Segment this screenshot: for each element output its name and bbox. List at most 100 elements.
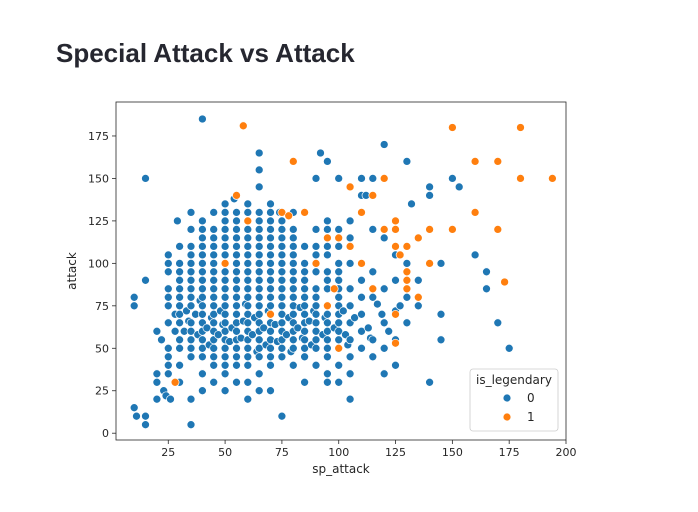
point-legendary-0-250 <box>277 225 287 234</box>
legend-label-1: 1 <box>527 410 535 424</box>
point-legendary-0-392 <box>402 318 412 328</box>
point-legendary-0-106 <box>209 208 219 217</box>
point-legendary-0-112 <box>220 360 230 370</box>
point-legendary-0-17 <box>163 292 173 302</box>
point-legendary-0-34 <box>175 309 184 319</box>
point-legendary-0-117 <box>220 318 230 328</box>
point-legendary-0-295 <box>311 343 321 353</box>
point-legendary-1-18 <box>357 259 366 268</box>
point-legendary-0-215 <box>266 326 275 336</box>
point-legendary-0-287 <box>300 259 309 268</box>
point-legendary-0-384 <box>391 360 400 370</box>
point-legendary-0-230 <box>266 199 275 209</box>
point-legendary-0-175 <box>243 233 253 243</box>
point-legendary-0-246 <box>277 259 287 268</box>
point-legendary-0-324 <box>323 216 332 226</box>
point-legendary-0-138 <box>232 343 241 353</box>
point-legendary-0-11 <box>152 394 162 404</box>
point-legendary-0-156 <box>232 377 241 387</box>
point-legendary-1-13 <box>329 284 339 294</box>
point-legendary-0-27 <box>170 326 180 336</box>
point-legendary-1-47 <box>548 174 557 183</box>
point-legendary-0-335 <box>334 292 344 302</box>
point-legendary-0-302 <box>311 284 321 294</box>
point-legendary-0-146 <box>232 275 241 285</box>
point-legendary-0-236 <box>277 343 287 353</box>
point-legendary-0-59 <box>186 225 196 234</box>
point-legendary-0-327 <box>323 377 332 387</box>
y-axis: 0 25 50 75 100 125 150 175 <box>88 130 116 440</box>
point-legendary-0-273 <box>293 323 303 333</box>
point-legendary-0-404 <box>436 259 446 268</box>
legend: is_legendary 0 1 <box>469 368 559 432</box>
point-legendary-0-227 <box>266 225 275 234</box>
point-legendary-0-49 <box>186 326 196 336</box>
legend-marker-1 <box>502 412 512 422</box>
point-legendary-1-36 <box>425 259 434 268</box>
point-legendary-1-23 <box>379 225 389 234</box>
x-tick-label-25: 25 <box>161 446 175 459</box>
point-legendary-0-305 <box>311 250 321 260</box>
y-tick-label-0: 0 <box>102 427 109 440</box>
point-legendary-0-403 <box>436 309 446 319</box>
point-legendary-0-212 <box>266 352 275 362</box>
point-legendary-0-378 <box>379 369 389 379</box>
point-legendary-0-271 <box>288 225 298 234</box>
point-legendary-0-241 <box>277 301 287 311</box>
point-legendary-0-322 <box>323 242 332 251</box>
point-legendary-0-127 <box>220 233 230 243</box>
point-legendary-0-185 <box>254 148 264 158</box>
point-legendary-0-107 <box>209 377 219 387</box>
point-legendary-0-20 <box>163 259 173 268</box>
point-legendary-0-21 <box>163 250 173 260</box>
point-legendary-0-331 <box>334 326 344 336</box>
point-legendary-0-119 <box>220 301 230 311</box>
point-legendary-0-256 <box>288 360 298 370</box>
point-legendary-0-179 <box>243 199 253 209</box>
point-legendary-0-281 <box>300 309 309 319</box>
point-legendary-0-67 <box>198 352 207 362</box>
point-legendary-1-2 <box>232 191 241 200</box>
point-legendary-0-396 <box>413 301 423 311</box>
legend-title: is_legendary <box>476 373 552 387</box>
point-legendary-0-142 <box>232 309 241 319</box>
point-legendary-0-406 <box>454 182 464 192</box>
point-legendary-1-8 <box>288 157 298 166</box>
point-legendary-0-99 <box>209 275 219 285</box>
point-legendary-0-411 <box>504 343 514 353</box>
point-legendary-0-47 <box>186 343 196 353</box>
point-legendary-0-204 <box>254 216 264 226</box>
point-legendary-0-168 <box>243 292 253 302</box>
point-legendary-0-148 <box>232 259 241 268</box>
point-legendary-0-193 <box>254 309 264 319</box>
point-legendary-0-62 <box>186 420 196 430</box>
point-legendary-0-128 <box>220 225 230 234</box>
point-legendary-0-196 <box>254 284 264 294</box>
point-legendary-0-244 <box>277 275 287 285</box>
point-legendary-0-339 <box>334 259 344 268</box>
point-legendary-0-228 <box>266 216 275 226</box>
point-legendary-0-347 <box>345 352 355 362</box>
point-legendary-0-15 <box>163 318 173 328</box>
x-axis: 25 50 75 100 125 150 175 200 <box>161 440 577 459</box>
point-legendary-0-173 <box>243 250 253 260</box>
point-legendary-0-145 <box>232 284 241 294</box>
point-legendary-0-189 <box>254 343 264 353</box>
point-legendary-0-299 <box>311 309 321 319</box>
x-axis-label: sp_attack <box>312 462 370 476</box>
point-legendary-0-50 <box>186 318 196 328</box>
point-legendary-0-319 <box>323 275 332 285</box>
point-legendary-0-137 <box>232 352 241 362</box>
point-legendary-1-35 <box>413 292 423 302</box>
point-legendary-0-126 <box>220 242 230 251</box>
point-legendary-0-74 <box>198 292 207 302</box>
point-legendary-1-17 <box>345 242 355 251</box>
point-legendary-0-76 <box>198 275 207 285</box>
point-legendary-0-383 <box>384 326 394 336</box>
point-legendary-1-46 <box>516 123 525 132</box>
point-legendary-0-247 <box>277 250 287 260</box>
point-legendary-0-150 <box>232 242 241 251</box>
x-tick-label-175: 175 <box>499 446 520 459</box>
point-legendary-0-26 <box>166 394 175 404</box>
point-legendary-0-91 <box>209 343 219 353</box>
